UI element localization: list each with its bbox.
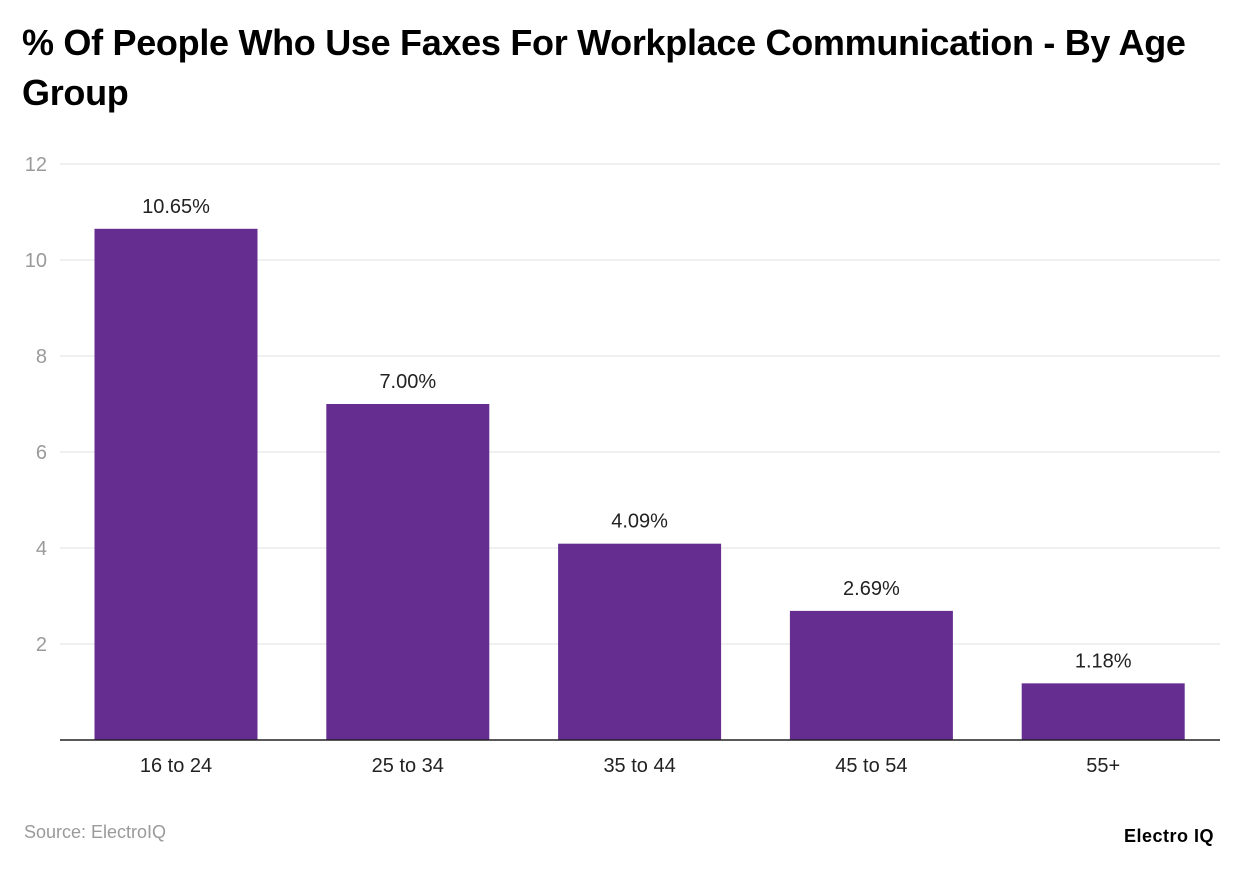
bar: [558, 543, 722, 740]
bar: [789, 610, 953, 740]
data-label: 1.18%: [1075, 650, 1132, 672]
brand-logo: Electro IQ: [1123, 826, 1214, 846]
y-tick-label: 2: [36, 634, 47, 656]
data-label: 2.69%: [843, 578, 900, 600]
bar: [1021, 683, 1185, 740]
data-label: 7.00%: [379, 371, 436, 393]
bar: [94, 228, 258, 741]
x-tick-label: 45 to 54: [835, 755, 907, 777]
y-tick-label: 4: [36, 538, 47, 560]
chart-title: % Of People Who Use Faxes For Workplace …: [22, 22, 1186, 113]
x-tick-label: 16 to 24: [140, 755, 212, 777]
y-tick-label: 8: [36, 346, 47, 368]
bar: [326, 404, 490, 740]
x-tick-label: 35 to 44: [603, 755, 675, 777]
x-tick-label: 25 to 34: [372, 755, 444, 777]
data-label: 10.65%: [142, 196, 210, 218]
source-note: Source: ElectroIQ: [24, 822, 167, 842]
y-tick-label: 12: [25, 154, 47, 176]
data-label: 4.09%: [611, 511, 668, 533]
x-tick-label: 55+: [1086, 755, 1120, 777]
y-tick-label: 10: [25, 250, 47, 272]
y-tick-label: 6: [36, 442, 47, 464]
